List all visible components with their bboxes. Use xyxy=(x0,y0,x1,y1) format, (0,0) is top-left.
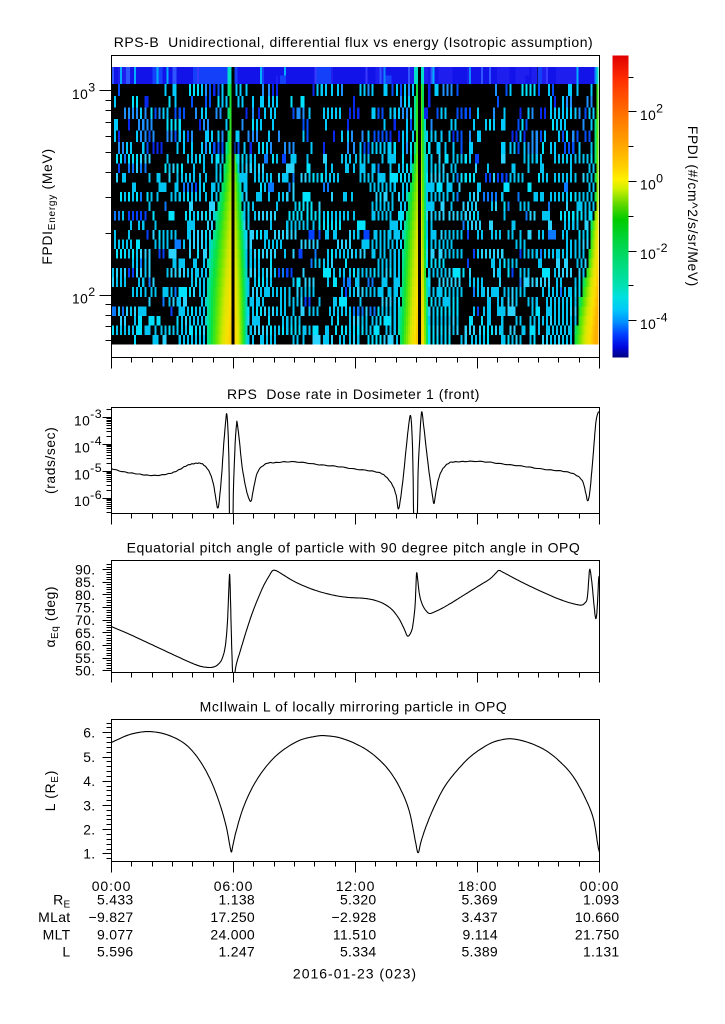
svg-text:Equatorial pitch angle of part: Equatorial pitch angle of particle with … xyxy=(127,540,581,556)
svg-text:MLat: MLat xyxy=(38,909,70,925)
svg-text:McIlwain L of locally mirrorin: McIlwain L of locally mirroring particle… xyxy=(200,698,508,714)
svg-text:00:00: 00:00 xyxy=(580,878,620,894)
svg-text:MLT: MLT xyxy=(43,926,71,942)
svg-text:55.: 55. xyxy=(75,651,95,666)
svg-text:5.433: 5.433 xyxy=(97,892,134,908)
svg-text:12:00: 12:00 xyxy=(336,878,376,894)
svg-text:(rads/sec): (rads/sec) xyxy=(43,427,58,494)
svg-text:3.437: 3.437 xyxy=(461,909,498,925)
svg-text:70.: 70. xyxy=(75,613,95,628)
svg-text:1.: 1. xyxy=(83,847,95,862)
svg-text:2016-01-23 (023): 2016-01-23 (023) xyxy=(293,965,417,981)
svg-text:9.114: 9.114 xyxy=(463,926,499,942)
svg-text:L: L xyxy=(62,944,70,960)
svg-text:1.093: 1.093 xyxy=(583,892,620,908)
svg-text:RPS-B Unidirectional, differe: RPS-B Unidirectional, differential flux … xyxy=(114,34,594,50)
svg-text:21.750: 21.750 xyxy=(575,926,620,942)
svg-text:18:00: 18:00 xyxy=(458,878,498,894)
svg-text:FPDI (#/cm^2/s/sr/MeV): FPDI (#/cm^2/s/sr/MeV) xyxy=(685,126,700,287)
svg-text:9.077: 9.077 xyxy=(97,926,134,942)
svg-text:75.: 75. xyxy=(75,601,95,616)
svg-text:06:00: 06:00 xyxy=(214,878,254,894)
svg-text:5.596: 5.596 xyxy=(97,944,134,960)
svg-text:90.: 90. xyxy=(75,563,95,578)
svg-text:5.369: 5.369 xyxy=(461,892,498,908)
svg-text:24.000: 24.000 xyxy=(210,926,255,942)
svg-text:2.: 2. xyxy=(83,823,95,838)
svg-text:3.: 3. xyxy=(83,798,95,813)
svg-text:RPS Dose rate in Dosimeter 1: RPS Dose rate in Dosimeter 1 (front) xyxy=(227,386,480,402)
svg-text:10.660: 10.660 xyxy=(575,909,620,925)
svg-text:50.: 50. xyxy=(75,664,95,679)
svg-text:65.: 65. xyxy=(75,626,95,641)
svg-text:1.247: 1.247 xyxy=(218,944,255,960)
svg-text:−9.827: −9.827 xyxy=(88,909,133,925)
svg-text:−2.928: −2.928 xyxy=(331,909,376,925)
svg-text:4.: 4. xyxy=(83,774,95,789)
svg-text:5.320: 5.320 xyxy=(340,892,377,908)
svg-text:5.389: 5.389 xyxy=(461,944,498,960)
svg-text:60.: 60. xyxy=(75,638,95,653)
svg-text:5.334: 5.334 xyxy=(340,944,377,960)
svg-text:85.: 85. xyxy=(75,575,95,590)
svg-text:6.: 6. xyxy=(83,726,95,741)
svg-text:11.510: 11.510 xyxy=(333,926,377,942)
svg-text:80.: 80. xyxy=(75,588,95,603)
svg-text:5.: 5. xyxy=(83,750,95,765)
svg-text:1.138: 1.138 xyxy=(218,892,255,908)
svg-text:FPDIEnergy (MeV): FPDIEnergy (MeV) xyxy=(40,148,58,265)
svg-text:1.131: 1.131 xyxy=(583,944,620,960)
svg-text:17.250: 17.250 xyxy=(210,909,255,925)
svg-text:00:00: 00:00 xyxy=(92,878,132,894)
